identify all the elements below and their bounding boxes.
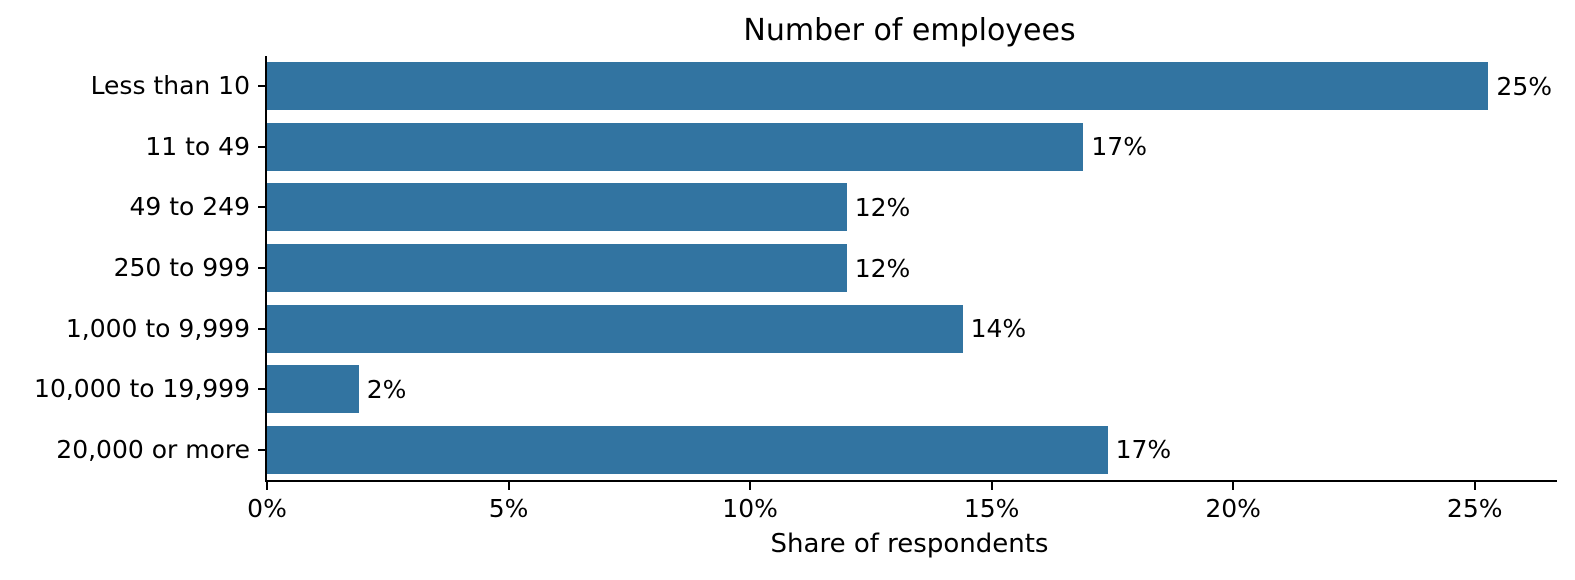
bars-layer: 25% 17% 12% 12% 14% 2% 17%: [267, 56, 1552, 480]
x-axis-tick-label: 0%: [247, 494, 287, 523]
x-axis-tick-label: 25%: [1446, 494, 1503, 523]
x-axis-tick-mark: [507, 482, 510, 490]
bar: [267, 244, 847, 293]
y-axis-tick-mark: [258, 267, 266, 269]
bar-row: 12%: [267, 238, 1552, 299]
bar-value-label: 12%: [854, 192, 911, 222]
y-axis-category-label: 49 to 249: [129, 192, 250, 222]
y-axis-tick-mark: [258, 388, 266, 391]
bar-row: 17%: [267, 117, 1552, 178]
x-axis-spine: [265, 480, 1557, 482]
bar: [267, 365, 359, 414]
y-axis-tick-mark: [258, 448, 266, 451]
bar-row: 17%: [267, 419, 1552, 480]
y-axis-category-label: 1,000 to 9,999: [65, 313, 250, 343]
y-axis-category-label: 10,000 to 19,999: [34, 374, 250, 404]
y-axis-category-label: Less than 10: [90, 71, 250, 101]
y-axis-tick-mark: [258, 85, 266, 88]
bar-value-label: 14%: [970, 314, 1027, 344]
bar-row: 12%: [267, 177, 1552, 238]
plot-area: 25% 17% 12% 12% 14% 2% 17%: [267, 56, 1552, 480]
bar-row: 25%: [267, 56, 1552, 117]
y-axis-category-labels: Less than 10 11 to 49 49 to 249 250 to 999 1…: [0, 56, 250, 480]
y-axis-category-label: 250 to 999: [113, 253, 250, 282]
x-axis-tick-mark: [1232, 482, 1235, 490]
x-axis-tick-mark: [749, 482, 752, 490]
bar-value-label: 17%: [1091, 132, 1147, 162]
chart-title: Number of employees: [743, 13, 1076, 48]
x-axis-tick-mark: [990, 482, 993, 490]
bar: [267, 122, 1084, 171]
bar-value-label: 25%: [1496, 71, 1552, 101]
y-axis-category-label: 20,000 or more: [56, 434, 250, 464]
bar-value-label: 12%: [854, 253, 911, 283]
y-axis-category-label: 11 to 49: [145, 131, 250, 161]
y-axis-spine: [265, 56, 267, 482]
bar: [267, 425, 1108, 474]
y-axis-tick-mark: [258, 145, 266, 148]
y-axis-tick-mark: [258, 327, 266, 330]
bar-value-label: 17%: [1115, 435, 1172, 465]
x-axis-tick-mark: [266, 482, 268, 490]
x-axis-tick-label: 5%: [488, 494, 529, 523]
x-axis-tick-label: 10%: [722, 494, 778, 523]
y-axis-tick-mark: [258, 206, 266, 209]
x-axis-tick-mark: [1473, 482, 1476, 490]
x-axis-tick-label: 20%: [1205, 494, 1261, 523]
x-axis-tick-label: 15%: [963, 494, 1020, 523]
bar: [267, 183, 847, 232]
bar-row: 2%: [267, 359, 1552, 420]
x-axis-label: Share of respondents: [770, 529, 1049, 559]
bar: [267, 304, 963, 353]
bar: [267, 62, 1489, 111]
bar-value-label: 2%: [366, 374, 407, 404]
bar-row: 14%: [267, 298, 1552, 359]
